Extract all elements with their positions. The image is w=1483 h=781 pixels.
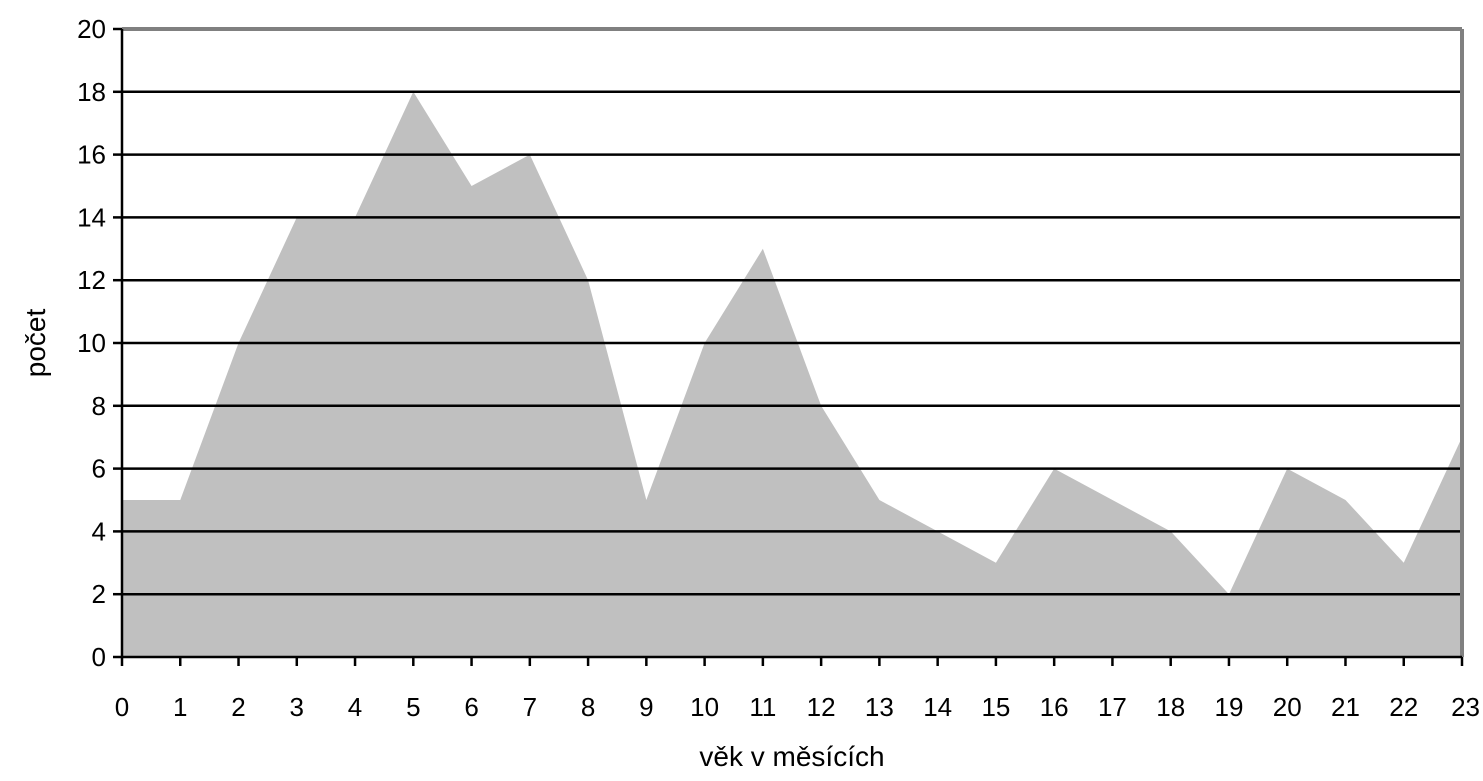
x-tick-label: 14	[923, 692, 952, 722]
area-series	[122, 91, 1462, 658]
y-tick-label: 20	[77, 14, 106, 44]
x-tick-label: 21	[1331, 692, 1360, 722]
y-tick-label: 8	[92, 391, 106, 421]
x-tick-label: 6	[464, 692, 478, 722]
x-tick-label: 16	[1040, 692, 1069, 722]
x-tick-label: 15	[981, 692, 1010, 722]
x-tick-label: 5	[406, 692, 420, 722]
x-tick-label: 1	[173, 692, 187, 722]
y-tick-label: 2	[92, 579, 106, 609]
y-tick-label: 4	[92, 516, 106, 546]
x-tick-label: 18	[1156, 692, 1185, 722]
x-tick-label: 0	[115, 692, 129, 722]
x-tick-label: 8	[581, 692, 595, 722]
x-tick-label: 12	[807, 692, 836, 722]
x-tick-label: 19	[1214, 692, 1243, 722]
y-axis-title: počet	[20, 309, 51, 378]
x-tick-label: 20	[1273, 692, 1302, 722]
gridlines	[122, 90, 1462, 596]
x-tick-label: 13	[865, 692, 894, 722]
x-tick-label: 4	[348, 692, 362, 722]
y-tick-label: 16	[77, 140, 106, 170]
x-axis-title: věk v měsících	[699, 741, 884, 772]
x-tick-label: 3	[290, 692, 304, 722]
x-tick-label: 23	[1451, 692, 1480, 722]
x-tick-label: 22	[1389, 692, 1418, 722]
x-tick-label: 9	[639, 692, 653, 722]
y-tick-label: 14	[77, 202, 106, 232]
y-axis-ticks: 0 2 4 6 8 10 12 14 16 18 20	[77, 14, 122, 672]
x-tick-label: 17	[1098, 692, 1127, 722]
y-tick-label: 12	[77, 265, 106, 295]
y-tick-label: 18	[77, 77, 106, 107]
x-tick-label: 11	[749, 692, 776, 722]
x-tick-label: 7	[523, 692, 537, 722]
x-tick-label: 2	[231, 692, 245, 722]
y-tick-label: 6	[92, 454, 106, 484]
y-tick-label: 0	[92, 642, 106, 672]
plot-frame	[122, 27, 1464, 657]
x-axis-ticks: 0 1 2 3 4 5 6 7 8 9 10 11 12 13 14 15 16 17 18 19 20 21 22 23	[115, 657, 1480, 722]
y-tick-label: 10	[77, 328, 106, 358]
area-layer	[122, 91, 1462, 658]
x-tick-label: 10	[690, 692, 719, 722]
